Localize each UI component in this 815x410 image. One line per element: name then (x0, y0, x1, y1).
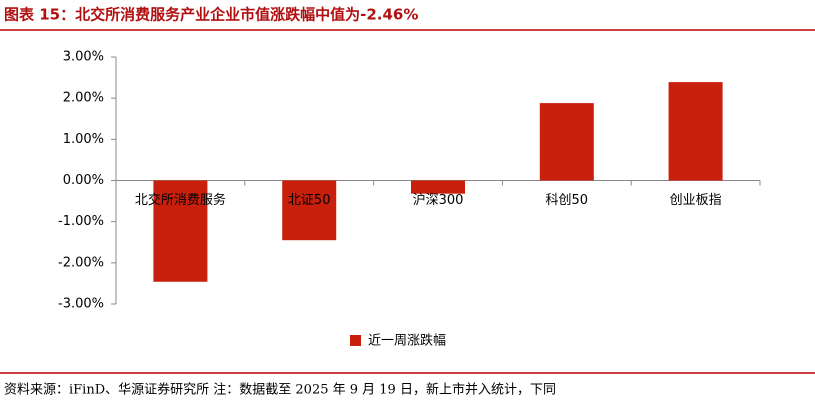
legend-label: 近一周涨跌幅 (368, 333, 446, 349)
chart-title: 图表 15：北交所消费服务产业企业市值涨跌幅中值为-2.46% (4, 6, 418, 24)
source-note: 资料来源：iFinD、华源证券研究所 注：数据截至 2025 年 9 月 19 … (4, 382, 556, 398)
legend-swatch (350, 335, 361, 346)
bar (411, 180, 465, 194)
y-tick-label: -2.00% (58, 255, 104, 270)
y-tick-label: -3.00% (58, 297, 104, 312)
y-tick-label: 0.00% (63, 173, 104, 188)
bar (282, 180, 337, 241)
bar (668, 82, 723, 181)
x-tick-label: 创业板指 (670, 193, 722, 208)
bar (539, 103, 594, 181)
y-tick-label: 2.00% (63, 91, 104, 106)
y-tick-label: 1.00% (63, 132, 104, 147)
bar (153, 180, 208, 282)
x-tick-label: 北交所消费服务 (135, 192, 226, 208)
x-tick-label: 科创50 (546, 193, 589, 208)
x-tick-label: 北证50 (288, 193, 331, 208)
x-tick-label: 沪深300 (413, 192, 464, 208)
y-tick-label: -1.00% (58, 214, 104, 229)
y-tick-label: 3.00% (63, 50, 104, 65)
